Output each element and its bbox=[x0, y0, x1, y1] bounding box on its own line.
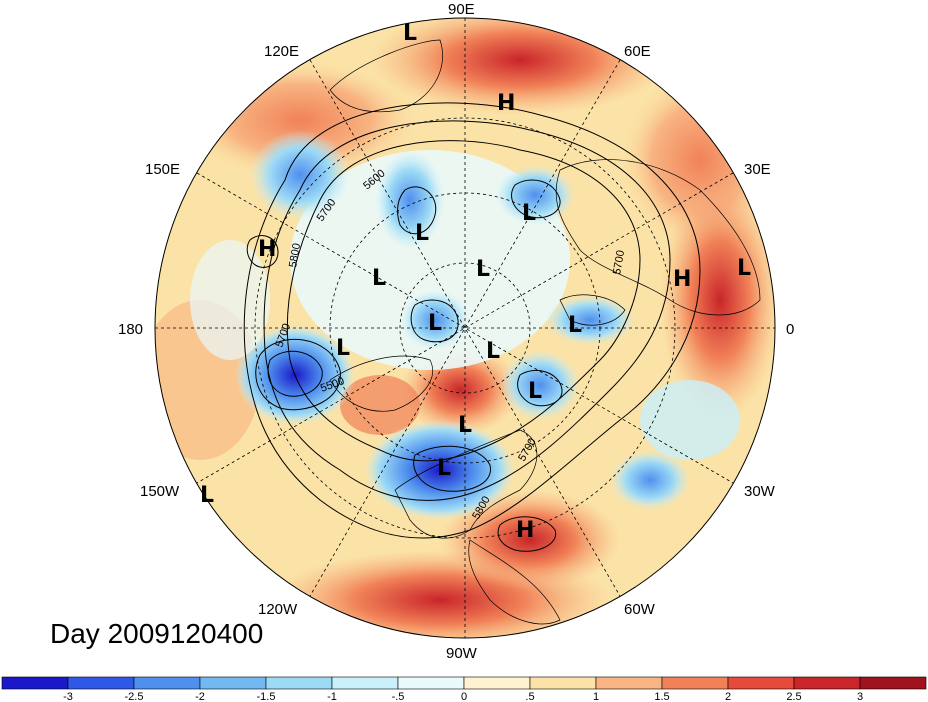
colorbar-boxes bbox=[1, 676, 927, 690]
low-marker: L bbox=[415, 221, 429, 246]
colorbar-ticks: -3 -2.5 -2 -1.5 -1 -.5 0 .5 1 1.5 2 2.5 3 bbox=[63, 691, 863, 702]
longitude-labels: 90E 120E 60E 150E 30E 180 0 150W 30W 120… bbox=[118, 1, 794, 662]
colorbar-box bbox=[595, 676, 663, 690]
lon-label-60w: 60W bbox=[624, 601, 656, 618]
low-marker: L bbox=[737, 256, 751, 281]
colorbar-box bbox=[397, 676, 465, 690]
high-marker: H bbox=[673, 267, 691, 292]
lon-label-120w: 120W bbox=[258, 601, 298, 618]
height-contours bbox=[243, 102, 701, 552]
lon-label-0: 0 bbox=[786, 321, 794, 338]
lon-label-90w: 90W bbox=[446, 645, 478, 662]
colorbar-box bbox=[1, 676, 69, 690]
contour-label: 5800 bbox=[287, 242, 303, 268]
lon-label-30w: 30W bbox=[744, 483, 776, 500]
colorbar-tick-label: .5 bbox=[525, 691, 534, 702]
colorbar-box bbox=[463, 676, 531, 690]
high-marker: H bbox=[516, 518, 534, 543]
colorbar-box bbox=[793, 676, 861, 690]
low-marker: L bbox=[458, 413, 472, 438]
colorbar-box bbox=[859, 676, 927, 690]
colorbar-box bbox=[67, 676, 135, 690]
colorbar-tick-label: 1.5 bbox=[654, 691, 669, 702]
colorbar: -3 -2.5 -2 -1.5 -1 -.5 0 .5 1 1.5 2 2.5 3 bbox=[1, 676, 927, 702]
colorbar-tick-label: 2.5 bbox=[786, 691, 801, 702]
colorbar-box bbox=[199, 676, 267, 690]
colorbar-tick-label: -2.5 bbox=[125, 691, 144, 702]
colorbar-tick-label: 2 bbox=[725, 691, 731, 702]
colorbar-tick-label: -.5 bbox=[392, 691, 405, 702]
low-marker: L bbox=[372, 266, 386, 291]
colorbar-tick-label: 0 bbox=[461, 691, 467, 702]
lon-label-120e: 120E bbox=[264, 43, 299, 60]
colorbar-box bbox=[265, 676, 333, 690]
date-title: Day 2009120400 bbox=[50, 618, 264, 649]
low-marker: L bbox=[486, 339, 500, 364]
high-marker: H bbox=[497, 91, 515, 116]
colorbar-box bbox=[727, 676, 795, 690]
lon-label-90e: 90E bbox=[448, 1, 475, 18]
lon-label-180: 180 bbox=[118, 321, 143, 338]
lon-label-150e: 150E bbox=[145, 161, 180, 178]
contour-label: 5700 bbox=[611, 249, 627, 275]
colorbar-box bbox=[331, 676, 399, 690]
high-marker: H bbox=[258, 237, 276, 262]
low-marker: L bbox=[403, 21, 417, 46]
low-marker: L bbox=[437, 456, 451, 481]
colorbar-box bbox=[661, 676, 729, 690]
low-marker: L bbox=[200, 483, 214, 508]
anomaly-field bbox=[155, 18, 775, 638]
colorbar-box bbox=[529, 676, 597, 690]
colorbar-tick-label: -1.5 bbox=[257, 691, 276, 702]
pressure-centers: L H L H L L L H L L L L L L L L H L bbox=[200, 21, 751, 543]
low-marker: L bbox=[528, 379, 542, 404]
low-marker: L bbox=[522, 201, 536, 226]
low-marker: L bbox=[336, 336, 350, 361]
lon-label-60e: 60E bbox=[624, 43, 651, 60]
colorbar-tick-label: -1 bbox=[327, 691, 337, 702]
colorbar-tick-label: -2 bbox=[195, 691, 205, 702]
colorbar-tick-label: 1 bbox=[593, 691, 599, 702]
lon-label-150w: 150W bbox=[140, 483, 180, 500]
lon-label-30e: 30E bbox=[744, 161, 771, 178]
coastlines bbox=[329, 39, 761, 625]
colorbar-box bbox=[133, 676, 201, 690]
colorbar-tick-label: -3 bbox=[63, 691, 73, 702]
low-marker: L bbox=[428, 311, 442, 336]
low-marker: L bbox=[568, 313, 582, 338]
colorbar-tick-label: 3 bbox=[857, 691, 863, 702]
low-marker: L bbox=[476, 257, 490, 282]
